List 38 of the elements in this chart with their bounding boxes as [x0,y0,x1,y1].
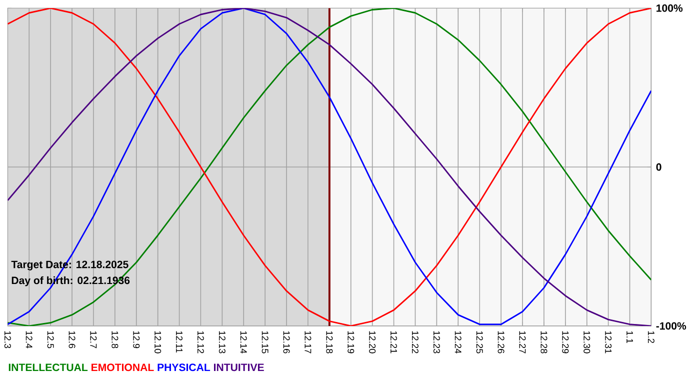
x-tick-label: 12.9 [133,331,140,348]
x-tick-label: 12.24 [454,331,462,354]
x-tick-label: 12.6 [68,331,76,348]
x-tick-label: 12.29 [562,331,569,354]
x-tick-label: 12.14 [240,331,247,354]
x-tick-label: 12.26 [498,331,504,354]
x-tick-label: 12.31 [605,331,612,354]
x-tick-label: 12.28 [540,331,548,354]
x-tick-label: 1.2 [648,331,654,343]
x-tick-label: 12.17 [304,331,312,354]
y-tick-label: -100% [656,322,686,330]
x-tick-label: 12.22 [412,331,418,354]
x-tick-label: 12.8 [112,331,118,348]
text: INTUITIVE [214,364,264,372]
y-tick-label: 0 [656,163,662,171]
x-tick-label: 12.12 [198,331,204,354]
x-tick-label: 12.20 [369,331,376,354]
x-tick-label: 12.13 [218,331,226,354]
x-tick-label: 12.16 [283,331,290,354]
text: PHYSICAL [158,364,210,372]
x-tick-label: 12.30 [584,331,590,354]
x-tick-label: 12.21 [390,331,397,354]
y-tick-label: 100% [656,4,683,12]
x-tick-label: 12.19 [348,331,354,354]
x-tick-label: 12.5 [47,331,54,348]
text: EMOTIONAL [92,364,154,372]
x-tick-label: 12.15 [262,331,268,354]
x-tick-label: 12.23 [433,331,440,354]
text: INTELLECTUAL [8,364,88,372]
x-tick-label: 12.27 [519,331,526,354]
x-tick-label: 12.10 [154,331,162,354]
x-tick-label: 12.18 [326,331,333,354]
x-tick-label: 12.11 [176,331,182,353]
x-tick-label: 1.1 [626,331,633,343]
x-tick-label: 12.25 [476,331,483,354]
x-tick-label: 12.7 [90,331,97,348]
x-tick-label: 12.4 [26,331,32,348]
x-tick-label: 12.3 [4,331,11,348]
